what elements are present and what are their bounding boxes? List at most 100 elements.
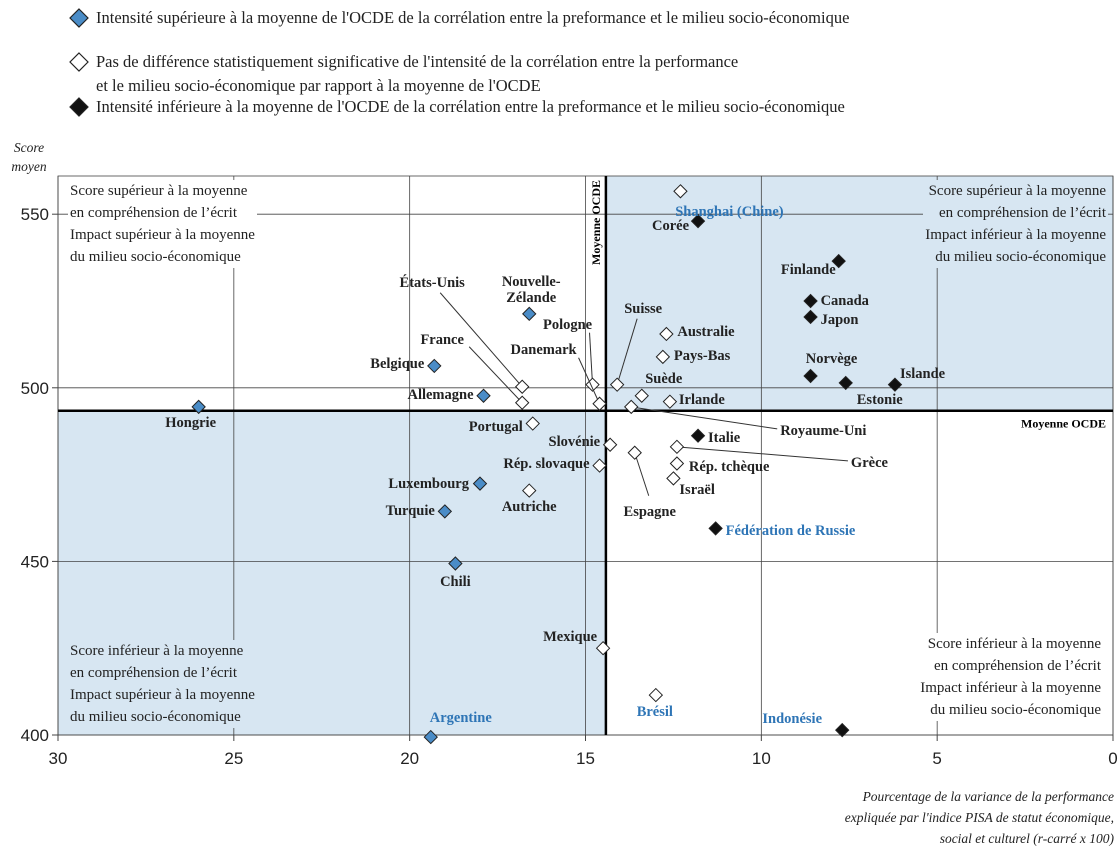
point: [191, 399, 206, 415]
y-tick-label: 500: [21, 379, 49, 398]
point-label: Slovénie: [548, 433, 601, 450]
x-tick-label: 25: [224, 749, 243, 768]
point: [522, 306, 537, 322]
leader-line: [439, 292, 523, 388]
point: [708, 521, 723, 536]
point: [803, 368, 818, 384]
point: [476, 388, 491, 403]
point-label: États-Unis: [399, 274, 465, 291]
point-label: Nouvelle- Zélande: [501, 273, 561, 306]
leader-line: [578, 357, 601, 404]
point-label: Canada: [820, 292, 869, 309]
legend-swatch: [69, 8, 89, 28]
point-label: Rép. slovaque: [503, 455, 590, 472]
point: [648, 687, 664, 703]
point: [525, 416, 540, 431]
point-label: Fédération de Russie: [725, 523, 856, 540]
leader-line: [468, 346, 523, 404]
x-tick-label: 5: [932, 749, 941, 768]
y-tick-label: 450: [21, 552, 49, 571]
point-label: Mexique: [543, 629, 598, 646]
point-label: Luxembourg: [388, 475, 469, 492]
point: [690, 213, 706, 229]
x-tick-label: 10: [752, 749, 771, 768]
point: [472, 476, 488, 491]
legend-swatch: [69, 52, 89, 72]
point: [803, 309, 818, 325]
x-tick-label: 15: [576, 749, 595, 768]
point-label: Grèce: [850, 454, 888, 471]
point: [669, 456, 685, 471]
point-label: Portugal: [468, 418, 523, 435]
point-label: Irlande: [678, 391, 725, 408]
point: [627, 445, 642, 460]
leader-line: [616, 318, 638, 385]
legend-entry: Intensité inférieure à la moyenne de l'O…: [96, 97, 845, 116]
point: [831, 253, 846, 269]
y-axis-label: Score moyen: [11, 140, 47, 174]
legend-swatch: [69, 97, 89, 117]
point: [803, 293, 818, 309]
point: [673, 184, 688, 199]
quadrant-annotation: Score supérieur à la moyenne en compréhe…: [923, 180, 1108, 268]
point: [835, 722, 850, 738]
point-label: Pays-Bas: [673, 347, 731, 364]
point-label: Turquie: [385, 503, 435, 520]
point-label: Shanghai (Chine): [675, 204, 784, 221]
point-label: Royaume-Uni: [780, 422, 867, 439]
x-axis-label: Pourcentage de la variance de la perform…: [844, 789, 1114, 846]
point-label: Indonésie: [762, 711, 823, 728]
point-label: Islande: [899, 365, 946, 382]
point: [655, 349, 671, 365]
point-label: Autriche: [501, 498, 557, 515]
point: [592, 396, 607, 411]
point: [522, 483, 537, 498]
point: [662, 394, 678, 409]
point: [423, 729, 438, 745]
oecd-mean-label: Moyenne OCDE: [1021, 417, 1106, 431]
point-label: Pologne: [542, 316, 593, 333]
plot-frame: [57, 175, 1114, 736]
leader-line: [631, 406, 778, 430]
point: [595, 640, 611, 656]
quadrant-annotation: Score inférieur à la moyenne en compréhe…: [918, 633, 1103, 721]
point-label: Belgique: [370, 355, 425, 372]
point: [634, 388, 649, 403]
point-label: Espagne: [623, 503, 676, 520]
point: [514, 395, 530, 410]
point-label: Japon: [820, 311, 859, 328]
point: [838, 375, 853, 391]
point-label: Estonie: [856, 391, 903, 408]
point: [437, 504, 453, 519]
y-tick-label: 550: [21, 205, 49, 224]
point: [514, 379, 530, 394]
point: [666, 471, 681, 486]
point-label: Israël: [679, 482, 715, 499]
point-label: Suède: [645, 370, 683, 387]
point-label: Italie: [708, 429, 741, 446]
point-label: Allemagne: [407, 386, 474, 403]
point: [592, 458, 607, 473]
point: [609, 377, 625, 392]
point: [602, 437, 618, 452]
x-tick-label: 30: [49, 749, 68, 768]
point-label: Suisse: [624, 300, 663, 317]
x-tick-label: 0: [1108, 749, 1117, 768]
point: [690, 428, 706, 443]
legend-entry: Pas de différence statistiquement signif…: [96, 52, 739, 95]
point-label: Corée: [652, 218, 690, 235]
point: [669, 439, 685, 455]
point: [887, 377, 903, 392]
oecd-mean-label: Moyenne OCDE: [589, 180, 603, 265]
point-label: France: [420, 331, 464, 348]
quadrant-annotation: Score supérieur à la moyenne en compréhe…: [68, 180, 257, 268]
x-tick-label: 20: [400, 749, 419, 768]
point-label: Argentine: [429, 710, 492, 727]
point-label: Australie: [677, 323, 735, 340]
point-label: Brésil: [636, 704, 673, 721]
point-label: Hongrie: [165, 414, 217, 431]
leader-line: [676, 446, 848, 462]
leader-line: [634, 452, 650, 496]
point-label: Chili: [440, 574, 471, 591]
